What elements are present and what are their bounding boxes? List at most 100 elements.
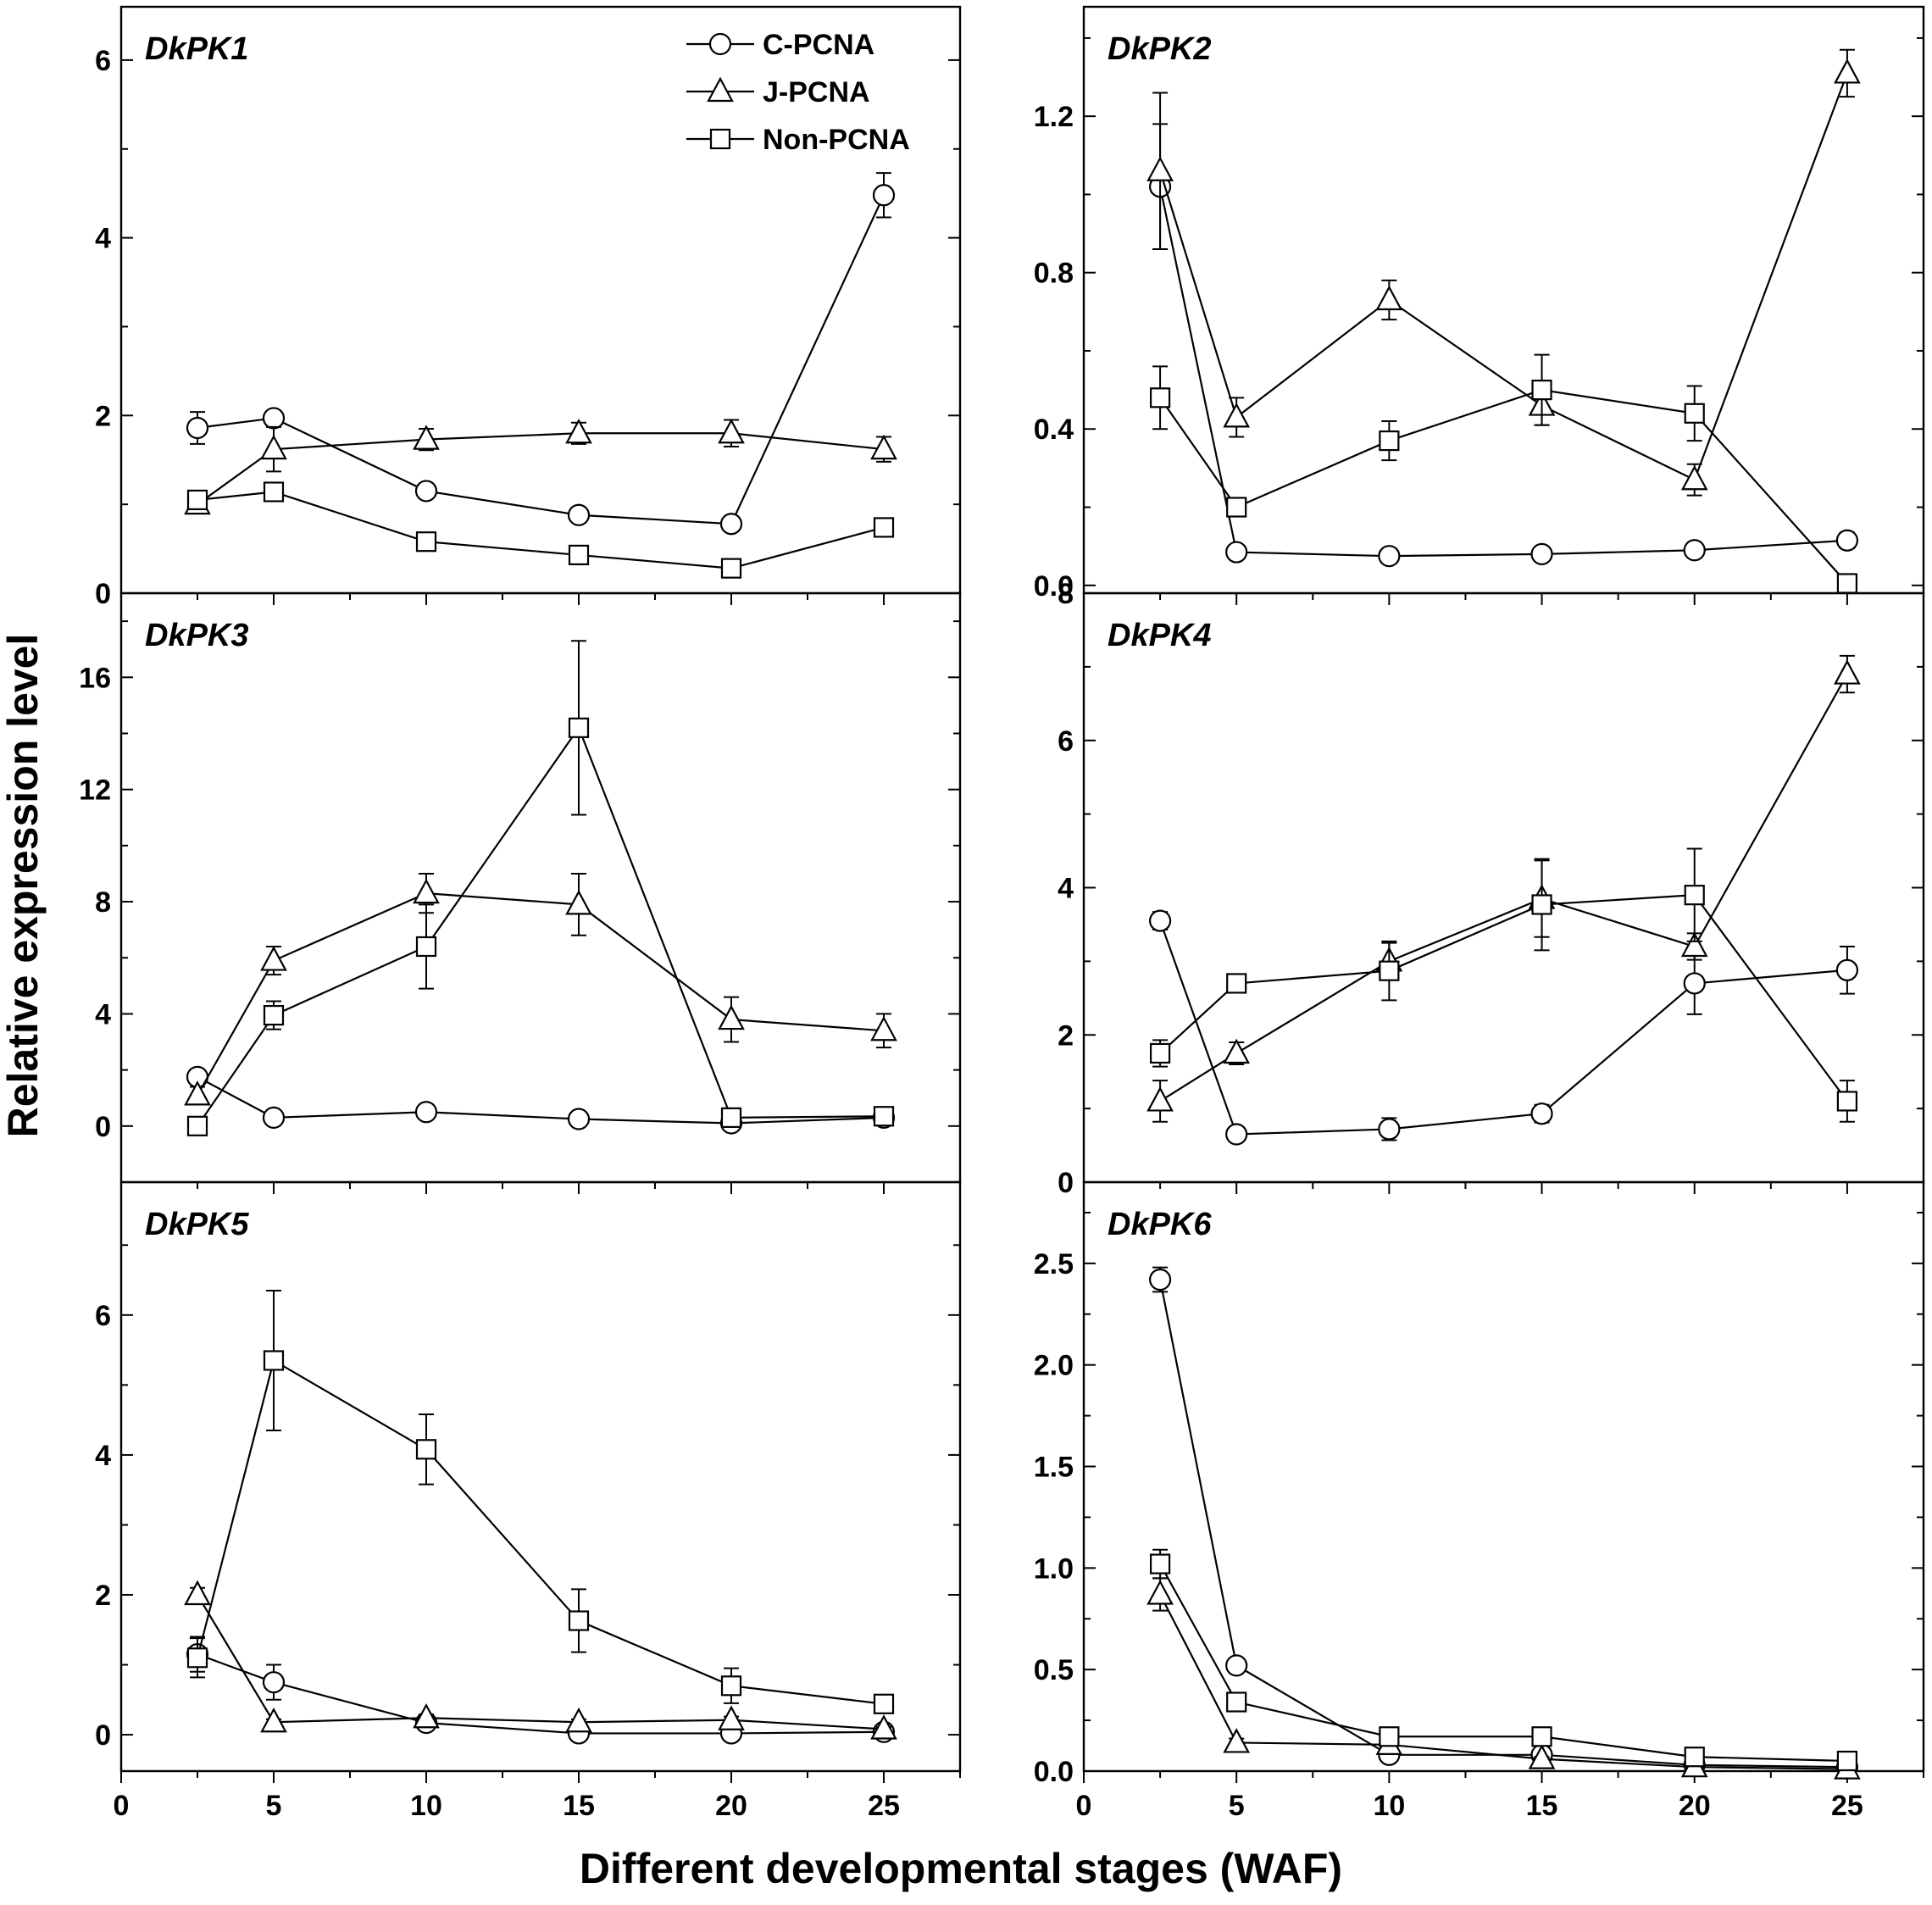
series-line <box>1159 388 1848 585</box>
data-point <box>184 1080 211 1106</box>
series-c-pcna <box>186 1065 896 1135</box>
legend-label: J-PCNA <box>763 76 870 108</box>
plot-frame <box>1082 591 1925 1184</box>
plot-frame <box>119 591 962 1184</box>
series-non-pcna <box>1149 847 1858 1123</box>
y-tick-label: 0 <box>95 1719 111 1752</box>
data-point <box>568 717 590 738</box>
x-tick-label: 15 <box>563 1790 595 1822</box>
series-j-pcna <box>184 418 897 515</box>
data-point <box>1835 958 1859 981</box>
data-point <box>1530 1102 1553 1125</box>
data-point <box>1225 541 1248 564</box>
data-point <box>184 1580 211 1606</box>
y-tick-label: 2 <box>95 400 111 432</box>
data-point <box>1836 1091 1858 1112</box>
data-point <box>413 1702 440 1729</box>
y-tick-label: 0 <box>95 578 111 610</box>
series-line <box>1159 674 1848 1102</box>
data-point <box>414 480 438 503</box>
data-point <box>415 1439 437 1460</box>
data-point <box>1379 960 1400 981</box>
data-point <box>1226 497 1247 518</box>
data-point <box>186 489 208 511</box>
legend: C-PCNA J-PCNA Non-PCNA <box>686 29 910 156</box>
data-point <box>415 936 437 958</box>
data-point <box>260 1707 287 1733</box>
plot-frame <box>119 1180 962 1773</box>
panel-5: 0 2 4 6 0 5 10 15 20 25 DkPK5 <box>95 1180 962 1822</box>
data-point <box>568 544 590 566</box>
y-tick-label: 16 <box>79 662 111 694</box>
data-point <box>262 1106 286 1129</box>
data-point <box>720 558 742 579</box>
data-point <box>718 1705 745 1730</box>
y-tick-label: 4 <box>95 1440 111 1472</box>
series-line <box>196 1358 885 1705</box>
y-tick-label: 12 <box>79 775 111 807</box>
series-line <box>197 725 885 1127</box>
data-point <box>1149 1042 1171 1064</box>
series-c-pcna <box>186 1636 896 1745</box>
series-c-pcna <box>186 172 896 536</box>
legend-label: Non-PCNA <box>763 124 910 156</box>
series-c-pcna <box>1148 123 1859 568</box>
series-line <box>1159 894 1848 1102</box>
legend-label: C-PCNA <box>763 29 874 61</box>
panel-title: DkPK6 <box>1108 1207 1212 1242</box>
x-tick-label: 0 <box>114 1790 130 1822</box>
data-point <box>1836 1750 1858 1772</box>
x-tick-label: 0 <box>1076 1790 1092 1822</box>
series-line <box>197 1594 885 1730</box>
data-point <box>1149 1553 1171 1575</box>
series-j-pcna <box>184 1580 897 1740</box>
series-j-pcna <box>1146 1577 1861 1780</box>
panel-4: 0 2 4 6 8 DkPK4 <box>1058 578 1925 1199</box>
data-point <box>719 513 743 536</box>
data-point <box>1836 573 1858 594</box>
y-tick-label: 0 <box>95 1111 111 1143</box>
data-point <box>565 418 592 444</box>
data-point <box>1148 1268 1172 1291</box>
x-axis-title: Different developmental stages (WAF) <box>580 1845 1342 1892</box>
data-point <box>872 184 896 207</box>
panel-title: DkPK5 <box>145 1207 249 1242</box>
series-line <box>197 1653 885 1735</box>
data-point <box>720 1675 742 1697</box>
x-tick-label: 20 <box>1679 1790 1711 1822</box>
x-tick-label: 15 <box>1526 1790 1558 1822</box>
data-point <box>1835 529 1859 552</box>
data-point <box>415 531 437 553</box>
data-point <box>1146 1580 1174 1605</box>
data-point <box>262 407 286 430</box>
series-non-pcna <box>186 640 895 1136</box>
y-tick-label: 6 <box>95 1300 111 1332</box>
data-point <box>873 1106 895 1127</box>
data-point <box>1225 1123 1248 1146</box>
y-tick-label: 4 <box>95 998 111 1030</box>
series-line <box>1159 920 1848 1136</box>
y-tick-label: 0.4 <box>1034 414 1074 446</box>
data-point <box>263 1350 285 1371</box>
series-line <box>1159 1563 1847 1763</box>
panel-title: DkPK1 <box>145 31 249 67</box>
legend-marker-triangle <box>707 76 734 103</box>
data-point <box>263 1004 285 1026</box>
y-tick-label: 0.0 <box>1034 570 1074 603</box>
data-point <box>1223 403 1251 428</box>
data-point <box>1834 659 1861 685</box>
series-line <box>1159 186 1847 558</box>
data-point <box>186 416 209 440</box>
data-point <box>568 1610 590 1631</box>
panel-1: 0 2 4 6 DkPK1 C-PCNA J-PCNA Non-PCNA <box>95 5 962 610</box>
data-point <box>1683 972 1706 995</box>
data-point <box>1530 542 1553 565</box>
panel-3: 0 4 8 12 16 DkPK3 <box>79 591 962 1194</box>
data-point <box>1531 380 1552 401</box>
panel-grid: 0 2 4 6 DkPK1 C-PCNA J-PCNA Non-PCNA 0.0 0.4 0.8 1.… <box>79 5 1925 1822</box>
y-axis-title: Relative expression level <box>0 634 47 1138</box>
y-tick-label: 2 <box>1058 1019 1074 1052</box>
data-point <box>263 481 285 503</box>
y-tick-label: 2 <box>95 1580 111 1612</box>
data-point <box>870 1714 897 1740</box>
